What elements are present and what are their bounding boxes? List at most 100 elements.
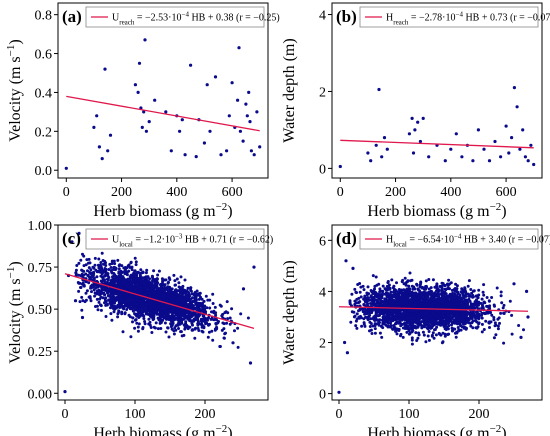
cloud-point <box>125 270 129 274</box>
cloud-point <box>427 305 431 309</box>
cloud-point <box>120 291 123 295</box>
cloud-point <box>499 294 503 298</box>
data-point <box>532 162 536 167</box>
cloud-point <box>81 269 85 273</box>
data-point <box>521 128 525 132</box>
cloud-point <box>367 308 371 312</box>
cloud-point <box>151 309 155 313</box>
regression-line <box>340 139 534 149</box>
cloud-point <box>354 319 358 323</box>
cloud-point <box>166 312 170 316</box>
cloud-point <box>228 316 232 320</box>
cloud-point <box>401 326 405 330</box>
cloud-point <box>163 288 167 292</box>
cloud-point <box>374 298 377 302</box>
cloud-point <box>192 293 196 297</box>
data-point <box>366 151 370 155</box>
cloud-point <box>413 324 417 328</box>
cloud-point <box>424 279 428 283</box>
cloud-point <box>500 301 504 305</box>
cloud-point <box>420 311 424 315</box>
cloud-point <box>369 317 373 321</box>
cloud-point <box>409 303 413 307</box>
cloud-point <box>461 291 464 295</box>
cloud-point <box>431 324 434 328</box>
data-point <box>137 61 142 65</box>
cloud-point <box>453 321 457 325</box>
cloud-point <box>80 282 84 286</box>
cloud-point <box>142 285 146 289</box>
cloud-point <box>172 332 176 336</box>
cloud-point <box>378 287 382 291</box>
cloud-point <box>104 315 108 318</box>
data-point <box>147 120 151 124</box>
cloud-point <box>407 284 411 288</box>
cloud-point <box>205 306 209 310</box>
cloud-point <box>180 334 184 338</box>
cloud-point <box>112 282 115 286</box>
cloud-point <box>221 312 225 316</box>
y-axis-label-tail: ) <box>7 39 24 44</box>
data-point <box>153 98 157 102</box>
cloud-point <box>101 275 105 279</box>
cloud-point <box>169 305 173 309</box>
data-point <box>249 149 253 153</box>
cloud-point <box>474 318 477 322</box>
cloud-point <box>149 288 152 292</box>
plot-area <box>63 231 256 394</box>
cloud-point <box>120 304 124 308</box>
cloud-point <box>211 292 215 296</box>
cloud-point <box>451 329 454 333</box>
cloud-point <box>465 311 469 315</box>
data-point <box>523 155 528 159</box>
cloud-point <box>105 303 109 307</box>
cloud-point <box>508 299 512 303</box>
cloud-point <box>426 321 430 325</box>
cloud-point <box>189 286 193 290</box>
cloud-point <box>146 275 150 279</box>
cloud-point <box>172 310 176 314</box>
cloud-point <box>98 268 102 271</box>
cloud-point <box>435 289 438 293</box>
cloud-point <box>176 323 180 327</box>
cloud-point <box>129 273 133 277</box>
cloud-point <box>468 299 472 303</box>
cloud-point <box>218 345 222 348</box>
cloud-point <box>450 288 454 292</box>
cloud-point <box>131 302 135 306</box>
cloud-point <box>125 308 129 311</box>
cloud-point <box>142 317 146 321</box>
legend-exponent: −4 <box>182 11 190 19</box>
cloud-point <box>196 306 200 310</box>
cloud-point <box>360 324 364 328</box>
cloud-point <box>74 268 78 272</box>
cloud-point <box>429 326 433 330</box>
cloud-point <box>408 322 411 326</box>
cloud-point <box>453 331 457 335</box>
cloud-point <box>123 266 127 269</box>
cloud-point <box>226 311 230 315</box>
cloud-point <box>180 302 184 306</box>
cloud-point <box>380 335 384 339</box>
data-point <box>454 132 458 136</box>
legend-text: Ulocal = −1.2·10−3 HB + 0.71 (r = −0.62) <box>112 233 273 249</box>
cloud-point <box>239 312 243 316</box>
cloud-point <box>166 281 170 285</box>
cloud-point <box>99 291 103 295</box>
cloud-point <box>368 313 372 317</box>
cloud-point <box>173 316 177 320</box>
cloud-point <box>141 309 145 313</box>
data-point <box>418 139 422 144</box>
y-axis-label-text: Water depth (m) <box>281 38 298 142</box>
cloud-point <box>359 295 363 299</box>
cloud-point <box>380 318 384 322</box>
y-tick-label: 0.6 <box>35 48 53 63</box>
cloud-point <box>410 336 414 340</box>
cloud-point <box>183 297 187 301</box>
cloud-point <box>191 328 194 332</box>
x-axis-label-exponent: −2 <box>490 201 502 213</box>
cloud-point <box>480 313 483 317</box>
cloud-point <box>184 301 188 305</box>
